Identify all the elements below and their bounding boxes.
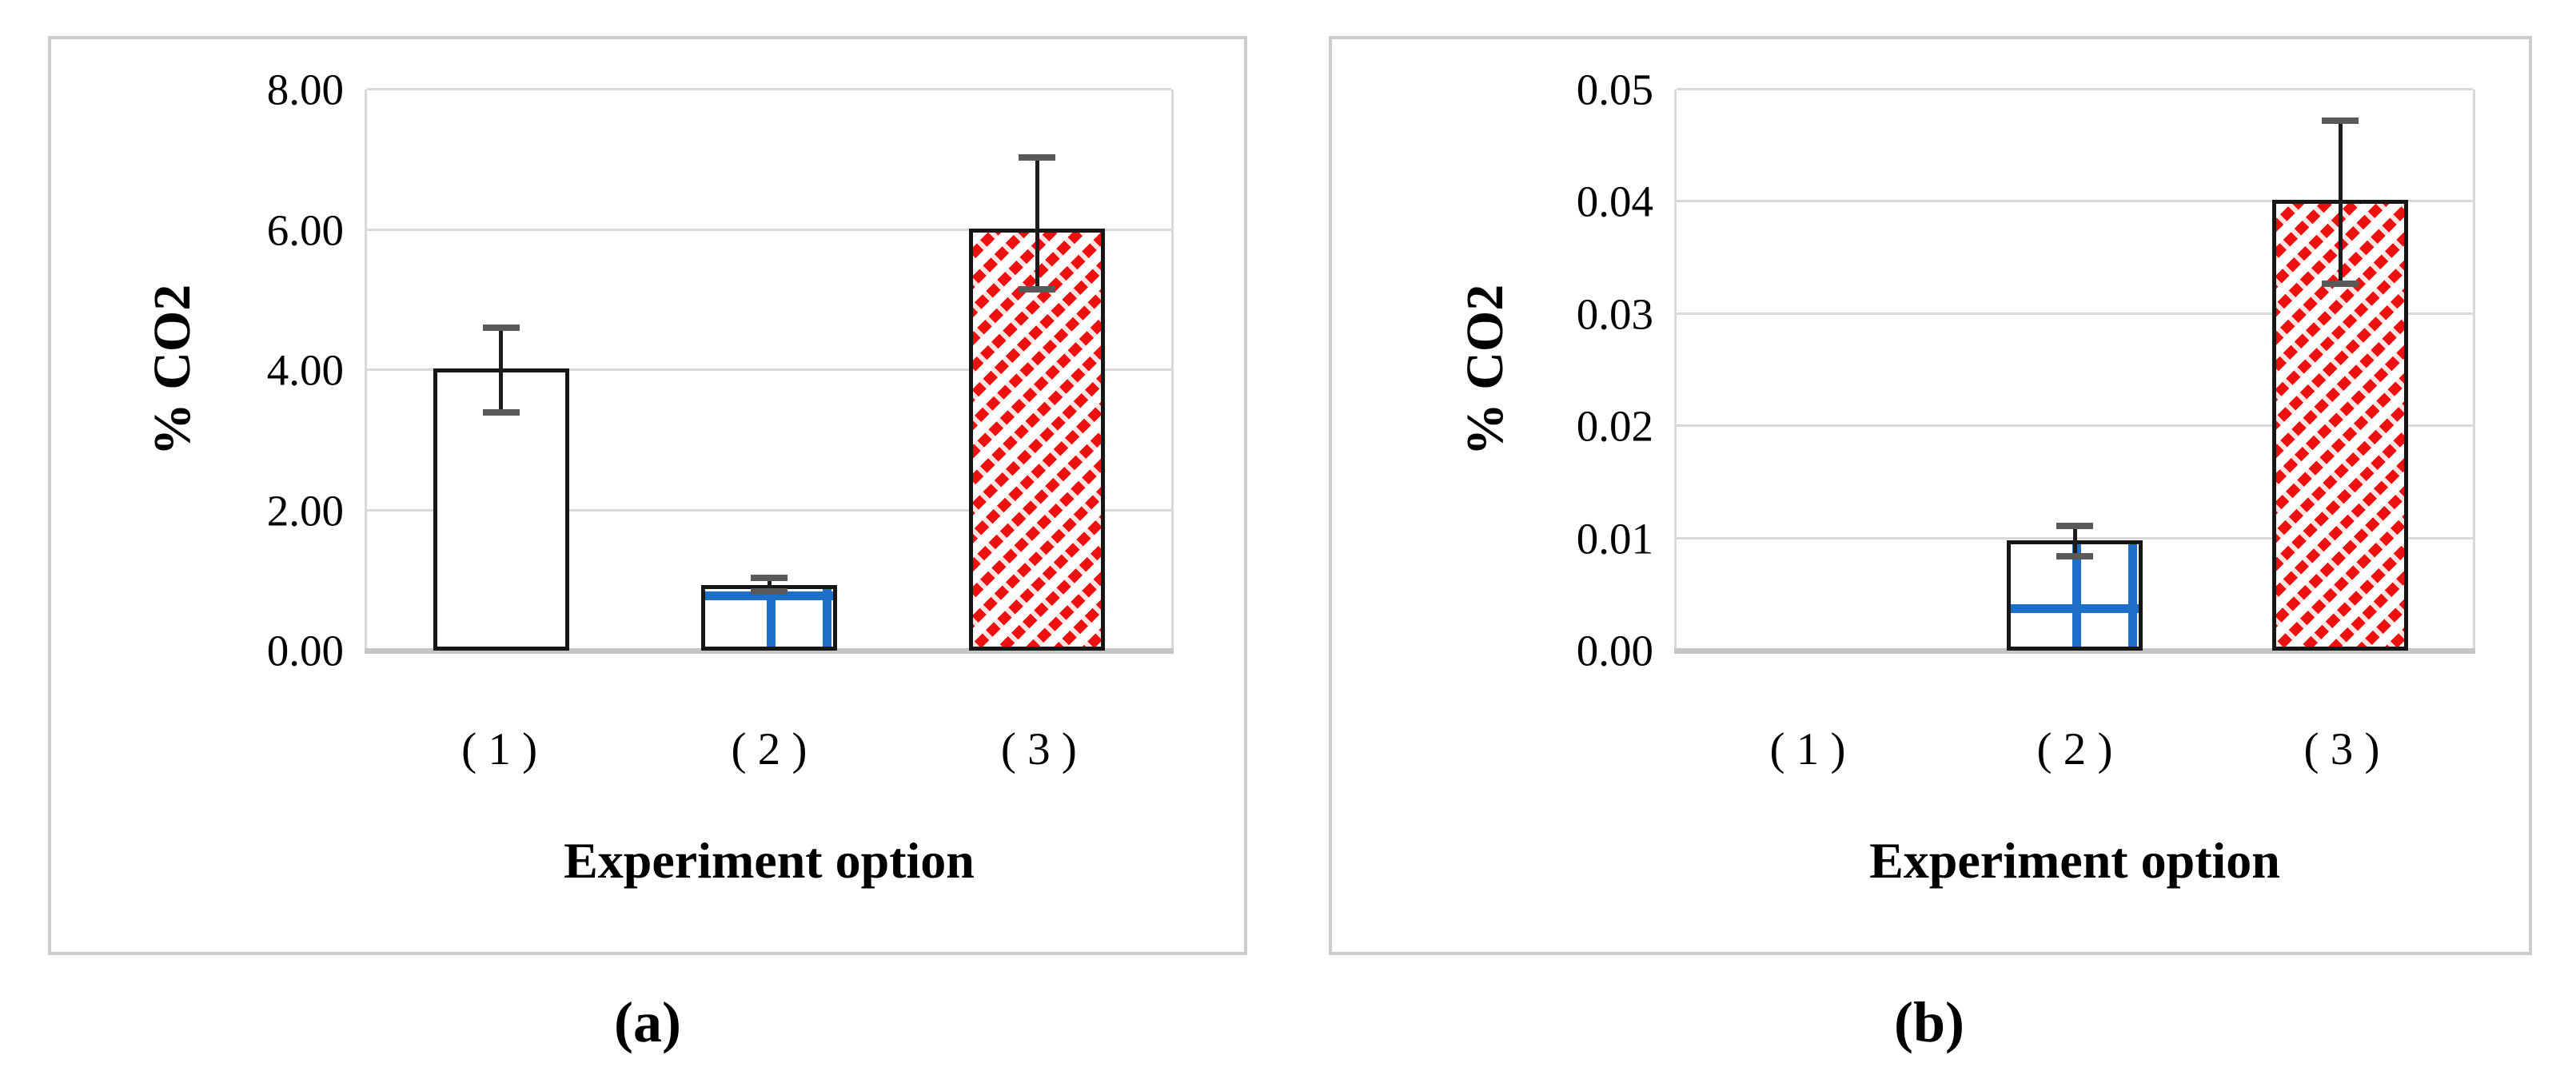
x-axis-line	[1674, 648, 2475, 654]
x-tick-label: ( 3 )	[2303, 724, 2380, 774]
x-axis-title: Experiment option	[564, 832, 975, 889]
y-axis-tick-labels: 0.00 2.00 4.00 6.00 8.00	[51, 68, 344, 673]
x-tick-label: ( 1 )	[461, 724, 538, 774]
gridline	[367, 508, 1171, 512]
gridline	[367, 368, 1171, 371]
bar-category-2	[701, 585, 837, 651]
y-tick-label: 6.00	[266, 205, 344, 254]
plot-area	[1674, 88, 2475, 654]
gridline	[1677, 312, 2473, 315]
x-axis-tick-labels: ( 1 ) ( 2 ) ( 3 )	[1674, 723, 2475, 786]
error-bar-line	[1035, 153, 1039, 293]
error-bar-cap-top	[2056, 522, 2093, 529]
error-bar-category-3	[1019, 153, 1056, 293]
x-axis-line	[365, 648, 1174, 654]
error-bar-category-1	[482, 324, 520, 416]
error-bar-line	[499, 324, 504, 416]
error-bar-category-2	[2056, 522, 2093, 560]
subfigure-caption-b: (b)	[1894, 990, 1964, 1054]
y-tick-label: 0.02	[1576, 401, 1653, 451]
error-bar-cap-top	[1019, 153, 1056, 161]
gridline	[1677, 200, 2473, 203]
error-bar-line	[2072, 522, 2077, 560]
gridline	[1677, 424, 2473, 428]
error-bar-cap-bottom	[2322, 281, 2359, 288]
error-bar-cap-bottom	[482, 409, 520, 416]
error-bar-category-3	[2322, 117, 2359, 288]
plot-area	[365, 88, 1174, 654]
chart-panel-b: % CO2 0.00 0.01 0.02 0.03 0.04 0.05 ( 1 )( 2 …	[1329, 36, 2532, 955]
bar-category-2	[2007, 540, 2143, 651]
error-bar-line	[2338, 117, 2343, 288]
x-tick-label: ( 3 )	[1000, 724, 1077, 774]
error-bar-category-2	[751, 575, 788, 595]
error-bar-cap-bottom	[1019, 286, 1056, 293]
error-bar-cap-bottom	[2056, 553, 2093, 560]
gridline	[1677, 88, 2473, 90]
y-tick-label: 0.00	[266, 626, 344, 675]
x-axis-title: Experiment option	[1869, 832, 2280, 889]
y-axis-tick-labels: 0.00 0.01 0.02 0.03 0.04 0.05	[1332, 68, 1653, 673]
bar-category-3	[969, 228, 1106, 651]
x-tick-label: ( 2 )	[2036, 724, 2113, 774]
x-tick-label: ( 2 )	[731, 724, 807, 774]
gridline	[367, 88, 1171, 90]
y-tick-label: 2.00	[266, 486, 344, 535]
y-tick-label: 0.04	[1576, 177, 1653, 226]
y-tick-label: 0.03	[1576, 289, 1653, 339]
x-axis-tick-labels: ( 1 ) ( 2 ) ( 3 )	[365, 723, 1174, 786]
y-tick-label: 0.05	[1576, 65, 1653, 114]
subfigure-caption-a: (a)	[614, 990, 681, 1054]
error-bar-cap-top	[482, 324, 520, 331]
error-bar-line	[767, 575, 772, 595]
y-tick-label: 8.00	[266, 65, 344, 114]
chart-panel-a: % CO2 0.00 2.00 4.00 6.00 8.00 ( 1 )( 2 )( 3…	[48, 36, 1247, 955]
y-tick-label: 0.00	[1576, 626, 1653, 675]
error-bar-cap-top	[751, 575, 788, 582]
gridline	[367, 228, 1171, 231]
error-bar-cap-bottom	[751, 587, 788, 595]
y-tick-label: 4.00	[266, 345, 344, 395]
y-tick-label: 0.01	[1576, 514, 1653, 563]
x-tick-label: ( 1 )	[1769, 724, 1846, 774]
error-bar-cap-top	[2322, 117, 2359, 125]
